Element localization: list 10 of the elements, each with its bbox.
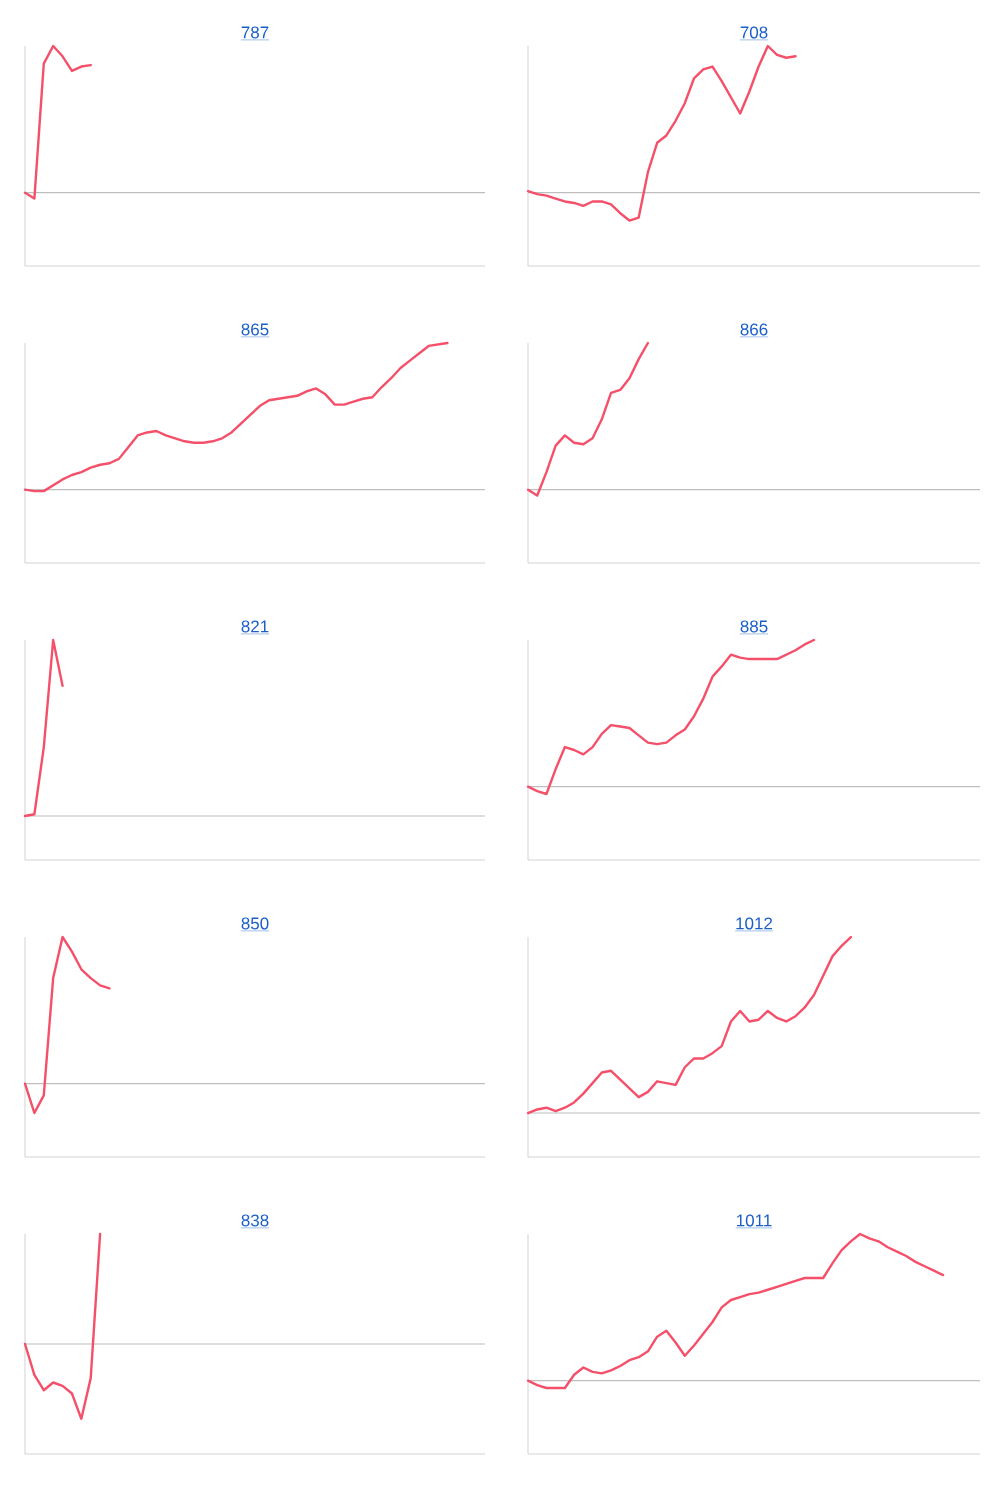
- chart-title: 1012: [736, 917, 773, 930]
- chart-title: 787: [241, 26, 269, 39]
- chart-title: 885: [740, 620, 768, 633]
- chart-title: 838: [241, 1214, 269, 1227]
- chart-title: 850: [241, 917, 269, 930]
- chart-title: 865: [241, 323, 269, 336]
- chart-title: 1011: [737, 1214, 772, 1227]
- chart-title: 821: [241, 620, 269, 633]
- chart-title: 866: [740, 323, 768, 336]
- chart-title: 708: [740, 26, 768, 39]
